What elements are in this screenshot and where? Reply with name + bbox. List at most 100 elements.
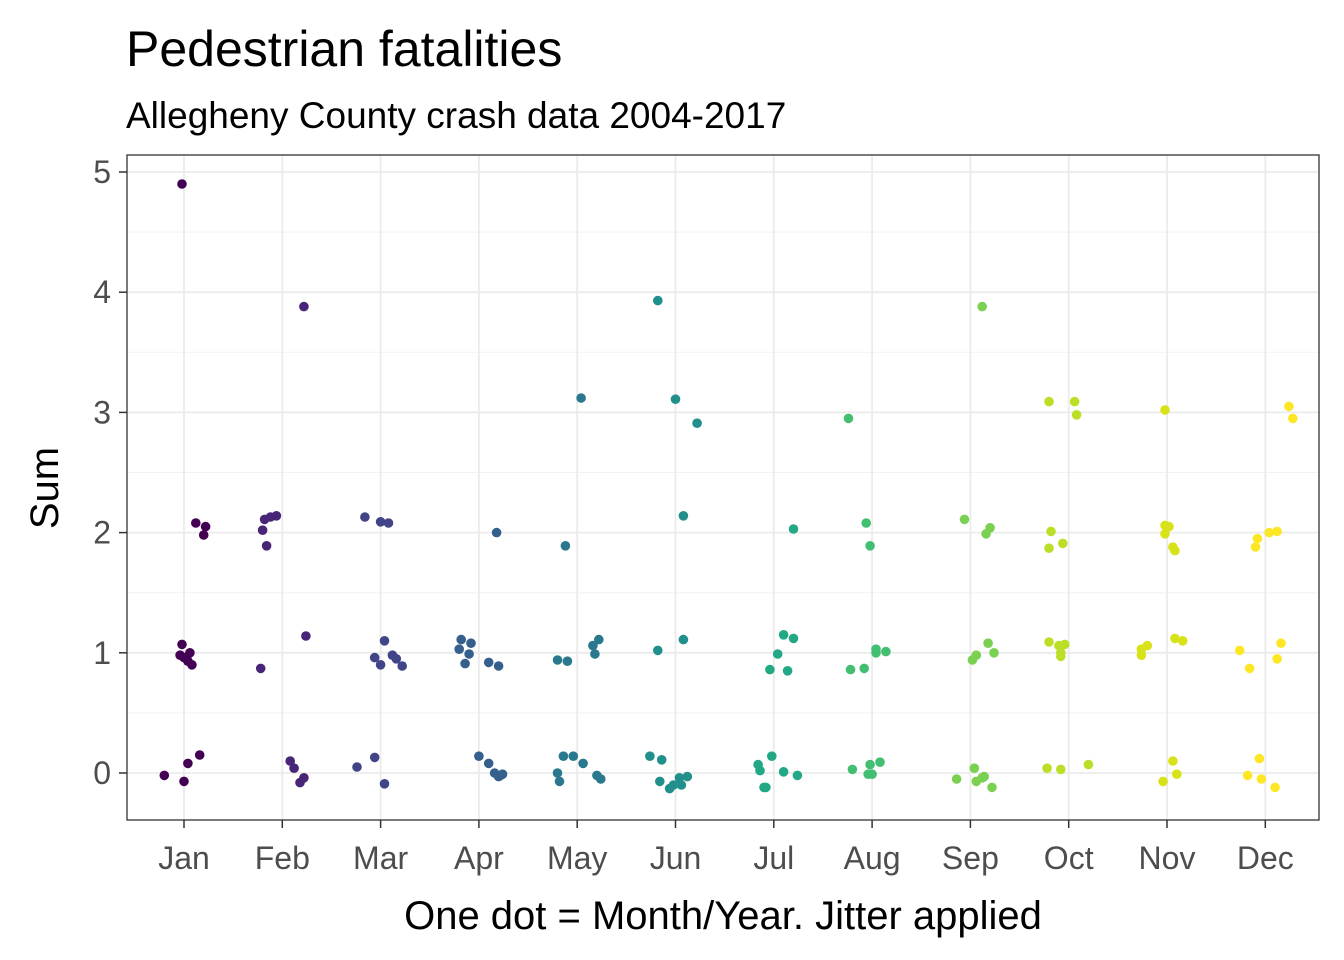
data-point xyxy=(552,655,563,665)
data-point xyxy=(1060,639,1070,650)
data-point xyxy=(493,661,504,671)
data-point xyxy=(1044,396,1054,407)
plot-border xyxy=(126,154,1320,821)
data-point xyxy=(871,648,881,658)
data-point xyxy=(456,634,467,645)
y-tick-label: 1 xyxy=(93,635,111,671)
plot-panel xyxy=(126,154,1320,821)
data-point xyxy=(177,639,187,650)
data-point xyxy=(588,640,598,651)
data-point xyxy=(645,751,655,761)
data-point xyxy=(1272,654,1282,664)
data-point xyxy=(670,394,681,405)
data-point xyxy=(1254,753,1265,764)
data-point xyxy=(782,666,793,676)
x-tick-label: Jul xyxy=(753,840,794,876)
data-point xyxy=(1256,774,1267,784)
data-point xyxy=(668,780,679,790)
data-point xyxy=(568,751,579,761)
data-point xyxy=(1160,405,1170,415)
data-point xyxy=(191,518,201,528)
data-point xyxy=(1242,770,1253,781)
data-point xyxy=(1058,538,1068,549)
data-point xyxy=(1250,542,1261,552)
plot-background xyxy=(127,155,1319,820)
data-point xyxy=(185,648,195,658)
data-point xyxy=(578,758,588,769)
data-point xyxy=(678,511,689,521)
data-point xyxy=(379,779,390,789)
data-point xyxy=(772,649,783,659)
data-point xyxy=(1160,529,1170,539)
y-tick-label: 4 xyxy=(93,274,111,310)
data-point xyxy=(788,633,799,644)
data-point xyxy=(1272,526,1282,537)
data-point xyxy=(483,758,494,769)
x-tick-label: Dec xyxy=(1237,840,1294,876)
data-point xyxy=(198,530,209,540)
data-point xyxy=(375,517,386,527)
data-point xyxy=(1083,759,1094,770)
data-point xyxy=(655,776,665,787)
data-point xyxy=(845,664,856,675)
data-point xyxy=(301,631,311,641)
data-point xyxy=(1170,545,1180,556)
data-point xyxy=(1046,526,1056,537)
data-point xyxy=(778,630,789,640)
data-point xyxy=(987,782,997,793)
data-point xyxy=(755,765,765,776)
grid-lines xyxy=(127,155,1319,820)
data-point xyxy=(285,756,296,766)
data-point xyxy=(554,776,565,787)
data-point xyxy=(562,656,573,666)
data-point xyxy=(261,541,272,551)
data-point xyxy=(971,650,982,660)
data-point xyxy=(865,759,875,770)
data-point xyxy=(474,751,484,761)
y-tick-label: 3 xyxy=(93,394,111,430)
data-point xyxy=(483,657,494,668)
data-point xyxy=(299,301,309,312)
y-tick-label: 5 xyxy=(93,154,111,190)
x-axis-title: One dot = Month/Year. Jitter applied xyxy=(404,894,1042,938)
data-point xyxy=(1164,521,1174,532)
data-point xyxy=(590,649,600,659)
data-point xyxy=(843,413,854,424)
data-point xyxy=(558,751,569,761)
data-point xyxy=(375,660,386,670)
data-point xyxy=(1276,638,1286,648)
data-point xyxy=(560,541,571,551)
data-point xyxy=(788,524,799,534)
data-point xyxy=(692,418,702,429)
data-point xyxy=(299,773,309,783)
data-point xyxy=(1170,633,1180,644)
data-point xyxy=(977,301,987,312)
data-point xyxy=(594,634,604,645)
data-point xyxy=(979,771,989,782)
data-point xyxy=(271,511,282,521)
data-point xyxy=(989,648,999,658)
data-point xyxy=(369,752,380,763)
data-point xyxy=(391,654,402,664)
data-point xyxy=(861,518,871,528)
data-point xyxy=(656,755,667,765)
data-point xyxy=(159,770,170,781)
data-point xyxy=(678,634,689,645)
data-point xyxy=(194,750,205,760)
y-axis: 0 1 2 3 4 5 xyxy=(93,154,127,791)
data-point xyxy=(951,774,962,784)
data-point xyxy=(847,764,858,775)
data-point xyxy=(552,768,563,778)
data-point xyxy=(653,645,663,656)
data-point xyxy=(969,763,980,773)
data-point xyxy=(792,770,803,781)
x-tick-label: Jan xyxy=(158,840,210,876)
data-point xyxy=(397,661,408,671)
data-point xyxy=(1056,651,1066,662)
data-point xyxy=(1044,543,1054,553)
data-point xyxy=(859,663,869,674)
data-point xyxy=(177,179,187,189)
x-tick-label: Nov xyxy=(1139,840,1196,876)
data-point xyxy=(1234,645,1245,656)
data-point xyxy=(460,658,470,669)
